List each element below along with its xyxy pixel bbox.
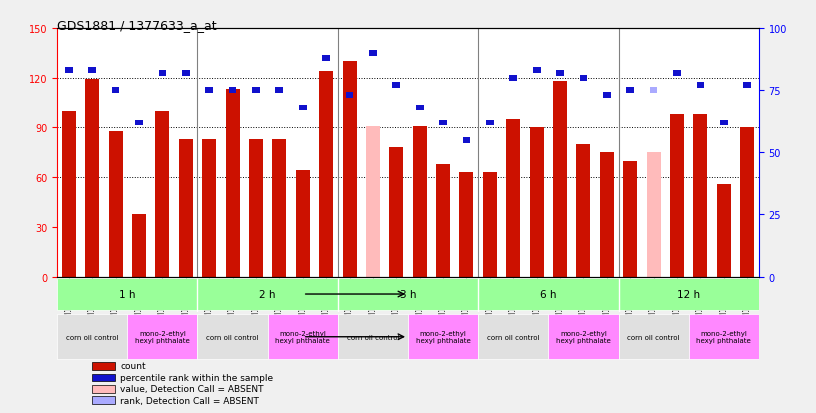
Text: rank, Detection Call = ABSENT: rank, Detection Call = ABSENT <box>120 396 259 405</box>
Bar <box>343 62 357 277</box>
Bar <box>740 128 754 277</box>
Bar <box>627 88 634 94</box>
Text: value, Detection Call = ABSENT: value, Detection Call = ABSENT <box>120 385 264 394</box>
Bar <box>132 214 146 277</box>
Bar <box>459 173 473 277</box>
Bar <box>112 88 119 94</box>
Text: GDS1881 / 1377633_a_at: GDS1881 / 1377633_a_at <box>57 19 217 31</box>
Text: mono-2-ethyl
hexyl phthalate: mono-2-ethyl hexyl phthalate <box>556 330 611 344</box>
Bar <box>483 173 497 277</box>
Bar <box>88 68 96 74</box>
Bar <box>206 88 213 94</box>
FancyBboxPatch shape <box>408 314 478 360</box>
Text: mono-2-ethyl
hexyl phthalate: mono-2-ethyl hexyl phthalate <box>415 330 471 344</box>
Text: corn oil control: corn oil control <box>628 334 680 340</box>
FancyBboxPatch shape <box>619 279 759 310</box>
Bar <box>720 120 728 126</box>
Bar <box>346 93 353 99</box>
Bar <box>530 128 543 277</box>
Bar <box>182 71 189 76</box>
Bar <box>486 120 494 126</box>
Bar <box>716 184 731 277</box>
Bar <box>413 126 427 277</box>
Bar <box>366 126 380 277</box>
Bar <box>509 76 517 81</box>
Bar <box>62 112 76 277</box>
Bar <box>436 164 450 277</box>
Bar <box>273 140 286 277</box>
FancyBboxPatch shape <box>619 314 689 360</box>
Bar <box>623 161 637 277</box>
Bar <box>299 105 307 111</box>
FancyBboxPatch shape <box>57 279 197 310</box>
Bar <box>579 76 588 81</box>
FancyBboxPatch shape <box>338 314 408 360</box>
Text: 2 h: 2 h <box>259 290 276 299</box>
Bar <box>697 83 704 89</box>
Bar <box>646 153 661 277</box>
Bar <box>225 90 240 277</box>
Text: corn oil control: corn oil control <box>347 334 399 340</box>
Bar <box>228 88 237 94</box>
Bar <box>369 51 377 57</box>
Bar <box>155 112 170 277</box>
Text: mono-2-ethyl
hexyl phthalate: mono-2-ethyl hexyl phthalate <box>275 330 330 344</box>
Bar <box>276 88 283 94</box>
FancyBboxPatch shape <box>689 314 759 360</box>
Bar <box>179 140 193 277</box>
Bar <box>158 71 166 76</box>
Bar <box>506 120 521 277</box>
Bar <box>439 120 447 126</box>
Bar <box>322 56 330 62</box>
Text: 3 h: 3 h <box>400 290 416 299</box>
Bar <box>92 362 115 370</box>
FancyBboxPatch shape <box>478 279 619 310</box>
Text: corn oil control: corn oil control <box>206 334 259 340</box>
Text: mono-2-ethyl
hexyl phthalate: mono-2-ethyl hexyl phthalate <box>696 330 752 344</box>
Bar <box>694 115 707 277</box>
FancyBboxPatch shape <box>197 279 338 310</box>
Bar <box>670 115 684 277</box>
Text: corn oil control: corn oil control <box>487 334 539 340</box>
FancyBboxPatch shape <box>57 314 127 360</box>
FancyBboxPatch shape <box>197 314 268 360</box>
Bar <box>92 385 115 393</box>
Text: 1 h: 1 h <box>119 290 135 299</box>
FancyBboxPatch shape <box>268 314 338 360</box>
Bar <box>92 374 115 381</box>
Bar <box>603 93 610 99</box>
Bar <box>392 83 400 89</box>
Bar <box>743 83 751 89</box>
Bar <box>65 68 73 74</box>
FancyBboxPatch shape <box>338 279 478 310</box>
Bar <box>252 88 259 94</box>
Bar <box>92 396 115 404</box>
Bar <box>85 80 100 277</box>
Bar <box>249 140 263 277</box>
Bar <box>650 88 658 94</box>
FancyBboxPatch shape <box>548 314 619 360</box>
Text: 6 h: 6 h <box>540 290 557 299</box>
Bar <box>533 68 540 74</box>
Bar <box>389 148 403 277</box>
Bar <box>416 105 424 111</box>
Bar <box>295 171 310 277</box>
Bar <box>553 82 567 277</box>
Bar <box>600 153 614 277</box>
Text: mono-2-ethyl
hexyl phthalate: mono-2-ethyl hexyl phthalate <box>135 330 190 344</box>
Text: count: count <box>120 361 146 370</box>
Bar <box>135 120 143 126</box>
Bar <box>109 131 122 277</box>
Text: 12 h: 12 h <box>677 290 700 299</box>
Text: corn oil control: corn oil control <box>66 334 118 340</box>
Bar <box>319 72 333 277</box>
FancyBboxPatch shape <box>478 314 548 360</box>
Bar <box>463 138 470 143</box>
Bar <box>557 71 564 76</box>
Bar <box>673 71 681 76</box>
Bar <box>576 145 591 277</box>
FancyBboxPatch shape <box>127 314 197 360</box>
Text: percentile rank within the sample: percentile rank within the sample <box>120 373 273 382</box>
Bar <box>202 140 216 277</box>
